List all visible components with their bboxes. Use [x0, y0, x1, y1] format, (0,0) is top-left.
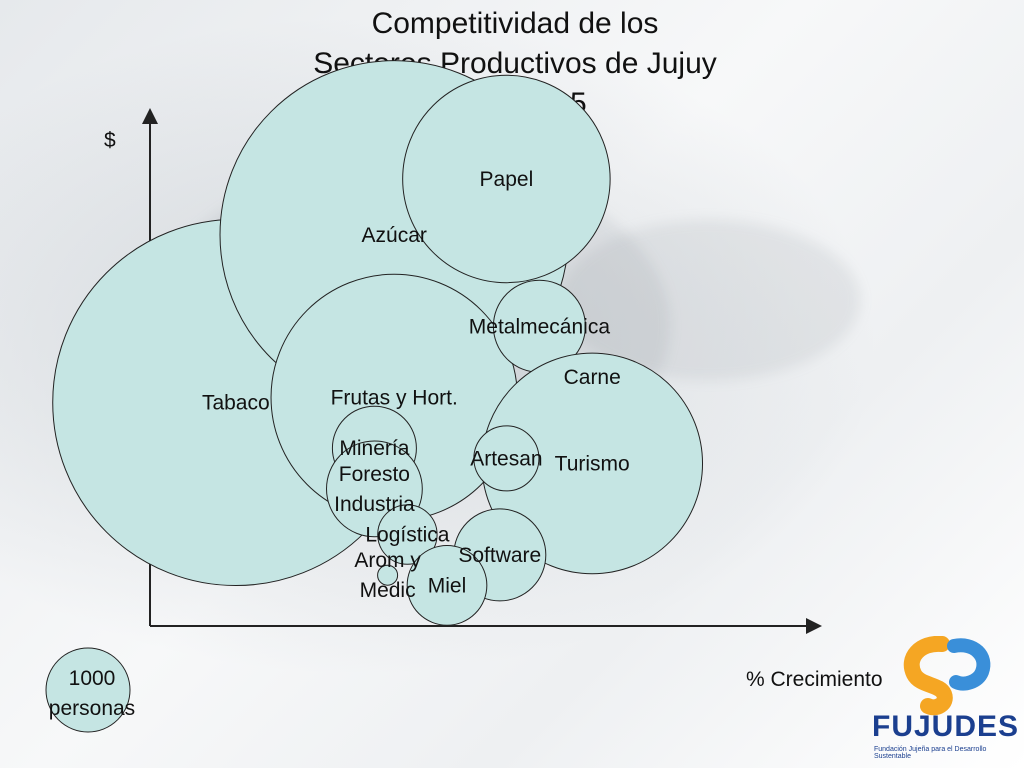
bubble-label-frutas-y-hort: Frutas y Hort. [331, 386, 458, 409]
bubble-label-azucar: Azúcar [362, 224, 427, 247]
bubble-label-papel: Papel [480, 168, 534, 191]
bubble-label-artesan: Artesan [470, 447, 542, 470]
logo-subtitle: Fundación Jujeña para el Desarrollo Sust… [874, 746, 987, 760]
background-shape [560, 220, 860, 380]
bubble-logistica [377, 504, 438, 565]
chart-title-line: Competitividad de los [371, 7, 659, 40]
fujudes-logo-icon [903, 635, 991, 716]
bubble-arom-y-medic [377, 564, 399, 586]
bubble-label-metalmecanica: Metalmecánica [469, 315, 611, 338]
bubble-group: Tabaco Azúcar Papel Frutas y Hort. Metalmecá… [52, 60, 704, 626]
bubble-label-mineria: Minería [339, 437, 409, 460]
bubble-label-logistica: Logística [365, 524, 449, 547]
y-axis-label: $ [104, 129, 116, 152]
bubble-label-miel: Miel [428, 574, 467, 597]
size-legend: 1000 personas [45, 647, 135, 733]
bubble-papel [402, 74, 611, 284]
size-legend-label: 1000 [69, 667, 116, 690]
bubble-label-carne: Carne [564, 366, 621, 389]
bubble-artesan [473, 425, 540, 492]
bubble-label-arom-y-medic: Medic [360, 579, 416, 602]
bubble-label-software: Software [458, 544, 541, 567]
bubble-label-tabaco: Tabaco [202, 391, 270, 414]
bubble-label-turismo: Turismo [555, 452, 630, 475]
logo-wordmark: FUJUDES [872, 710, 1020, 743]
fujudes-logo [870, 635, 1010, 756]
bubble-label-arom-y-medic: Arom y [354, 549, 421, 572]
bubble-label-foresto-industria: Industria [334, 493, 415, 516]
bubble-label-foresto-industria: Foresto [339, 463, 410, 486]
x-axis-label: % Crecimiento [746, 668, 883, 691]
size-legend-label: personas [49, 697, 135, 720]
size-legend-bubble [45, 647, 131, 733]
bubble-miel [406, 545, 488, 626]
